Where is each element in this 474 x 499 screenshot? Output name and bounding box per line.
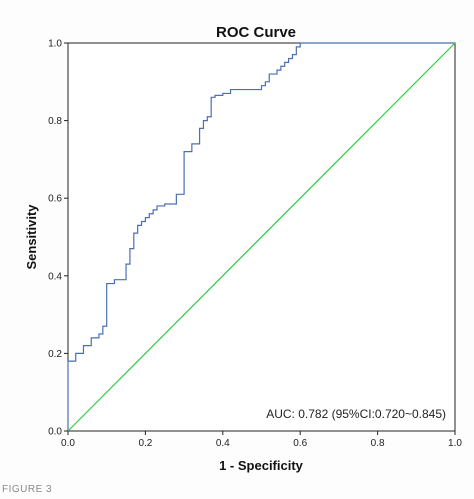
y-tick-label: 0.4 bbox=[48, 271, 62, 282]
y-tick-label: 0.6 bbox=[48, 194, 62, 205]
y-tick-label: 0.0 bbox=[48, 427, 62, 438]
x-tick-label: 0.4 bbox=[216, 438, 230, 449]
reference-diagonal-line bbox=[67, 42, 456, 432]
auc-annotation: AUC: 0.782 (95%CI:0.720~0.845) bbox=[266, 407, 446, 421]
x-tick-label: 0.2 bbox=[138, 438, 152, 449]
y-tick-label: 1.0 bbox=[48, 39, 62, 50]
chart-title: ROC Curve bbox=[216, 24, 296, 41]
roc-chart: ROC Curve 0.0 0.2 0.4 0.6 0.8 1.0 0.0 0.2 0.4 0.6… bbox=[24, 24, 462, 473]
x-axis-label: 1 - Specificity bbox=[219, 458, 304, 473]
figure-caption: FIGURE 3 bbox=[2, 484, 53, 495]
x-tick-label: 0.8 bbox=[371, 438, 385, 449]
x-tick-label: 0.6 bbox=[293, 438, 307, 449]
plot-layer bbox=[67, 42, 456, 432]
y-tick-label: 0.8 bbox=[48, 116, 62, 127]
ticks-layer: 0.0 0.2 0.4 0.6 0.8 1.0 0.0 0.2 0.4 0.6 0.8 1.0 bbox=[48, 39, 462, 450]
y-axis-label: Sensitivity bbox=[24, 204, 39, 270]
roc-curve-line bbox=[67, 42, 455, 431]
y-tick-label: 0.2 bbox=[48, 349, 62, 360]
x-tick-label: 1.0 bbox=[448, 438, 462, 449]
x-tick-label: 0.0 bbox=[61, 438, 75, 449]
